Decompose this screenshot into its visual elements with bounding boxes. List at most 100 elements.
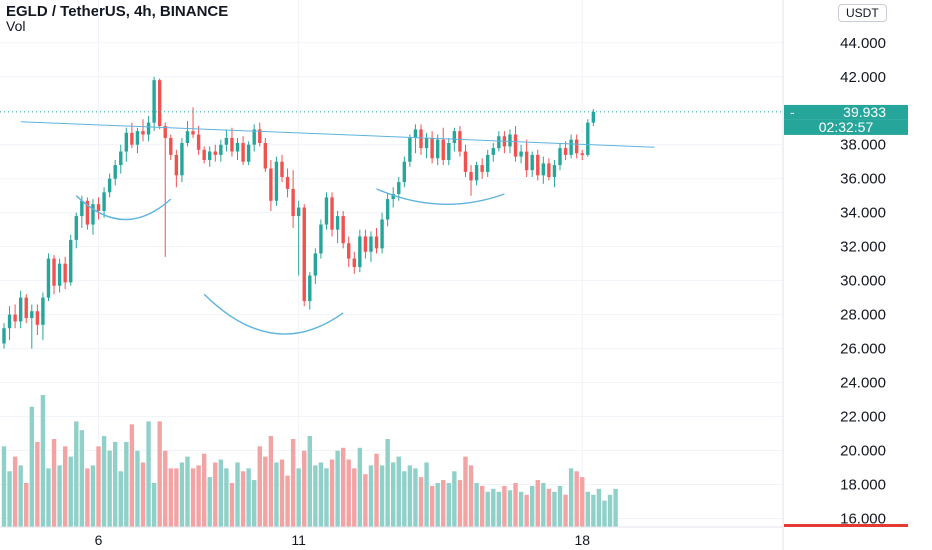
candle-body [163, 126, 167, 138]
volume-bar [213, 462, 218, 527]
candle-body [157, 80, 162, 127]
volume-bar [24, 483, 29, 527]
candle-body [174, 154, 179, 176]
volume-bar [368, 465, 374, 527]
candle-body [80, 200, 84, 217]
volume-bar [313, 465, 318, 527]
time-tick-label: 11 [291, 532, 306, 548]
candle-body [263, 143, 268, 169]
candlesticks [2, 76, 596, 349]
candle-body [102, 192, 106, 211]
candle-body [508, 134, 512, 147]
volume-bar [324, 468, 329, 527]
price-tick-label: 18.000 [840, 477, 886, 494]
volume-bar [285, 475, 290, 527]
last-price-badge-bg [784, 104, 908, 120]
volume-bar [452, 471, 457, 527]
volume-indicator-label[interactable]: Vol [6, 18, 26, 34]
volume-bar [18, 465, 23, 527]
volume-bar [235, 462, 240, 527]
volume-bar [602, 500, 607, 527]
price-tick-label: 42.000 [840, 69, 886, 86]
candle-body [241, 143, 245, 162]
candle-body [569, 139, 573, 155]
volume-bar [85, 468, 90, 527]
volume-bar [357, 447, 363, 527]
candle-body [213, 151, 217, 155]
volume-bar [79, 430, 85, 527]
volume-bar [563, 494, 568, 527]
candle-body [413, 129, 418, 138]
volume-bar [307, 436, 312, 527]
candle-body [347, 243, 351, 259]
volume-bar [174, 468, 179, 527]
volume-bar [57, 465, 62, 527]
candle-body [46, 258, 51, 298]
volume-bar [74, 421, 79, 527]
volume-bar [446, 483, 451, 527]
currency-selector[interactable]: USDT [838, 4, 887, 22]
candle-body [52, 258, 56, 286]
time-tick-label: 18 [574, 532, 590, 548]
candle-body [35, 311, 40, 325]
volume-bar [201, 453, 207, 527]
candle-body [252, 129, 256, 145]
candle-body [91, 204, 95, 225]
volume-bar [135, 450, 140, 527]
candle-body [85, 200, 90, 225]
candle-body [230, 137, 234, 152]
volume-bar [118, 471, 123, 527]
price-tick-label: 20.000 [840, 443, 886, 460]
candle-body [424, 137, 429, 149]
candle-body [335, 216, 340, 230]
volume-bar [396, 456, 401, 527]
time-axis[interactable]: 6 11 18 [0, 526, 783, 548]
volume-bar [257, 446, 262, 527]
volume-bar [140, 462, 146, 527]
volume-bar [296, 468, 301, 527]
volume-bar [379, 465, 385, 527]
volume-bar [346, 459, 351, 527]
candle-body [497, 136, 501, 149]
volume-bar [541, 483, 546, 527]
volume-bar [568, 468, 574, 527]
volume-bar [391, 462, 396, 527]
volume-bar [424, 462, 429, 527]
volume-bar [513, 483, 518, 527]
candle-body [547, 163, 551, 177]
curve-drawing [376, 188, 505, 205]
volume-bar [107, 450, 112, 527]
volume-bar [263, 456, 268, 527]
countdown-badge-bg [784, 119, 908, 135]
candle-body [552, 165, 557, 177]
price-tick-label: 22.000 [840, 409, 886, 426]
volume-bar [96, 446, 101, 527]
candle-body [208, 151, 212, 161]
volume-bar [179, 462, 185, 527]
grid-lines [0, 0, 783, 527]
volume-bar [585, 491, 590, 527]
candle-body [41, 297, 45, 325]
candle-body [74, 216, 78, 240]
volume-bar [457, 480, 463, 527]
volume-bar [524, 494, 529, 527]
candle-body [146, 122, 151, 135]
volume-bar [418, 477, 424, 527]
candle-body [113, 165, 117, 179]
volume-bar [335, 450, 340, 527]
candle-body [235, 143, 240, 152]
neckline-trendline [20, 121, 655, 148]
volume-bar [580, 477, 585, 527]
price-axis[interactable]: 44.00042.00040.00038.00036.00034.00032.0… [782, 0, 908, 550]
volume-bar [62, 446, 68, 527]
volume-bar [413, 468, 418, 527]
candle-body [18, 297, 23, 322]
volume-bar [463, 456, 468, 527]
price-tick-label: 30.000 [840, 273, 886, 290]
volume-bar [51, 439, 57, 527]
volume-bar [496, 491, 502, 527]
candle-body [291, 188, 295, 217]
candle-body [107, 178, 112, 193]
volume-bar [546, 488, 552, 527]
